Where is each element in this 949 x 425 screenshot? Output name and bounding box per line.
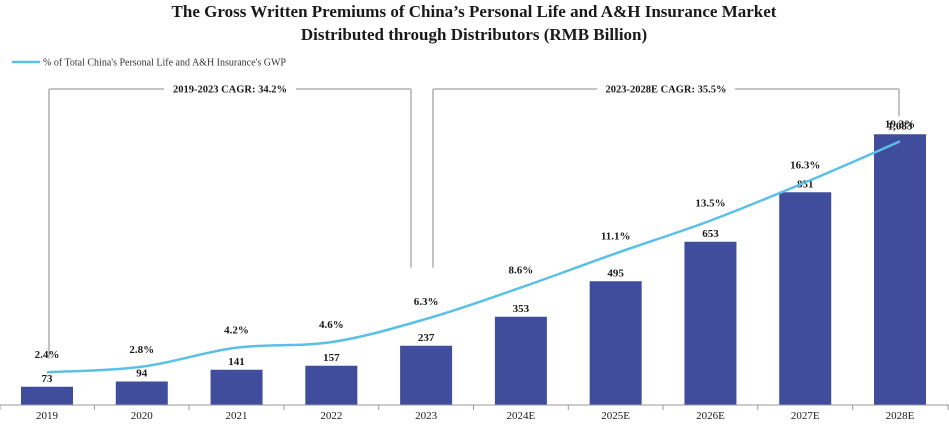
x-tick-label-2021: 2021 xyxy=(226,410,248,422)
bar-2027E xyxy=(779,192,832,405)
bar-2019 xyxy=(21,386,73,405)
bar-2021 xyxy=(210,369,263,405)
legend: % of Total China's Personal Life and A&H… xyxy=(12,58,286,69)
bar-2028E xyxy=(874,134,926,405)
cagr-bracket-1: 2019-2023 CAGR: 34.2% xyxy=(48,85,412,359)
bar-value-label-2026E: 653 xyxy=(702,228,719,240)
line-series: 2.4% 2.8% 4.2% 4.6% 6.3% 8.6% 11.1% 13.5% 16.3% 1… xyxy=(35,118,915,374)
x-tick-label-2024E: 2024E xyxy=(507,410,536,422)
chart-title-line-2: Distributed through Distributors (RMB Bi… xyxy=(301,25,647,44)
bar-2025E xyxy=(589,281,642,405)
gwp-share-label-2025E: 11.1% xyxy=(601,230,631,242)
chart-title-line-1: The Gross Written Premiums of China’s Pe… xyxy=(172,2,777,21)
gwp-share-label-2020: 2.8% xyxy=(129,344,154,356)
x-axis-ticks: 2019 2020 2021 2022 2023 2024E 2025E 2026E 2027E… xyxy=(0,405,949,422)
bar-2020 xyxy=(115,381,168,405)
bar-2023 xyxy=(400,345,453,405)
gwp-share-label-2022: 4.6% xyxy=(319,319,344,331)
cagr-label-2: 2023-2028E CAGR: 35.5% xyxy=(605,85,726,96)
gwp-share-label-2019: 2.4% xyxy=(35,349,60,361)
bar-value-label-2021: 141 xyxy=(228,356,245,368)
x-tick-label-2028E: 2028E xyxy=(886,410,915,422)
bar-value-label-2024E: 353 xyxy=(513,303,530,315)
bar-2026E xyxy=(684,241,737,405)
bar-2022 xyxy=(305,365,358,405)
gwp-share-label-2023: 6.3% xyxy=(414,296,439,308)
gwp-share-label-2027E: 16.3% xyxy=(790,159,820,171)
x-tick-label-2020: 2020 xyxy=(131,410,154,422)
cagr-label-1: 2019-2023 CAGR: 34.2% xyxy=(173,85,287,96)
x-tick-label-2025E: 2025E xyxy=(601,410,630,422)
x-tick-label-2027E: 2027E xyxy=(791,410,820,422)
cagr-annotations: 2019-2023 CAGR: 34.2% 2023-2028E CAGR: 35… xyxy=(48,85,900,359)
bar-value-label-2022: 157 xyxy=(323,352,340,364)
gwp-share-line xyxy=(46,140,901,374)
bar-value-label-2020: 94 xyxy=(136,368,148,380)
x-tick-label-2023: 2023 xyxy=(415,410,438,422)
cagr-bracket-2: 2023-2028E CAGR: 35.5% xyxy=(432,85,900,268)
gwp-share-label-2024E: 8.6% xyxy=(509,265,534,277)
gwp-share-label-2026E: 13.5% xyxy=(695,198,725,210)
bar-value-label-2023: 237 xyxy=(418,332,435,344)
bar-value-label-2028E: 1,083 xyxy=(888,120,913,132)
bar-value-label-2025E: 495 xyxy=(607,267,624,279)
x-tick-label-2019: 2019 xyxy=(36,410,59,422)
gwp-share-label-2021: 4.2% xyxy=(224,325,249,337)
x-tick-label-2022: 2022 xyxy=(320,410,342,422)
x-tick-label-2026E: 2026E xyxy=(696,410,725,422)
gwp-share-label-2028E: 19.3% xyxy=(885,118,915,130)
legend-line-label: % of Total China's Personal Life and A&H… xyxy=(43,58,286,69)
bar-2024E xyxy=(494,316,547,405)
bar-value-label-2019: 73 xyxy=(42,373,54,385)
